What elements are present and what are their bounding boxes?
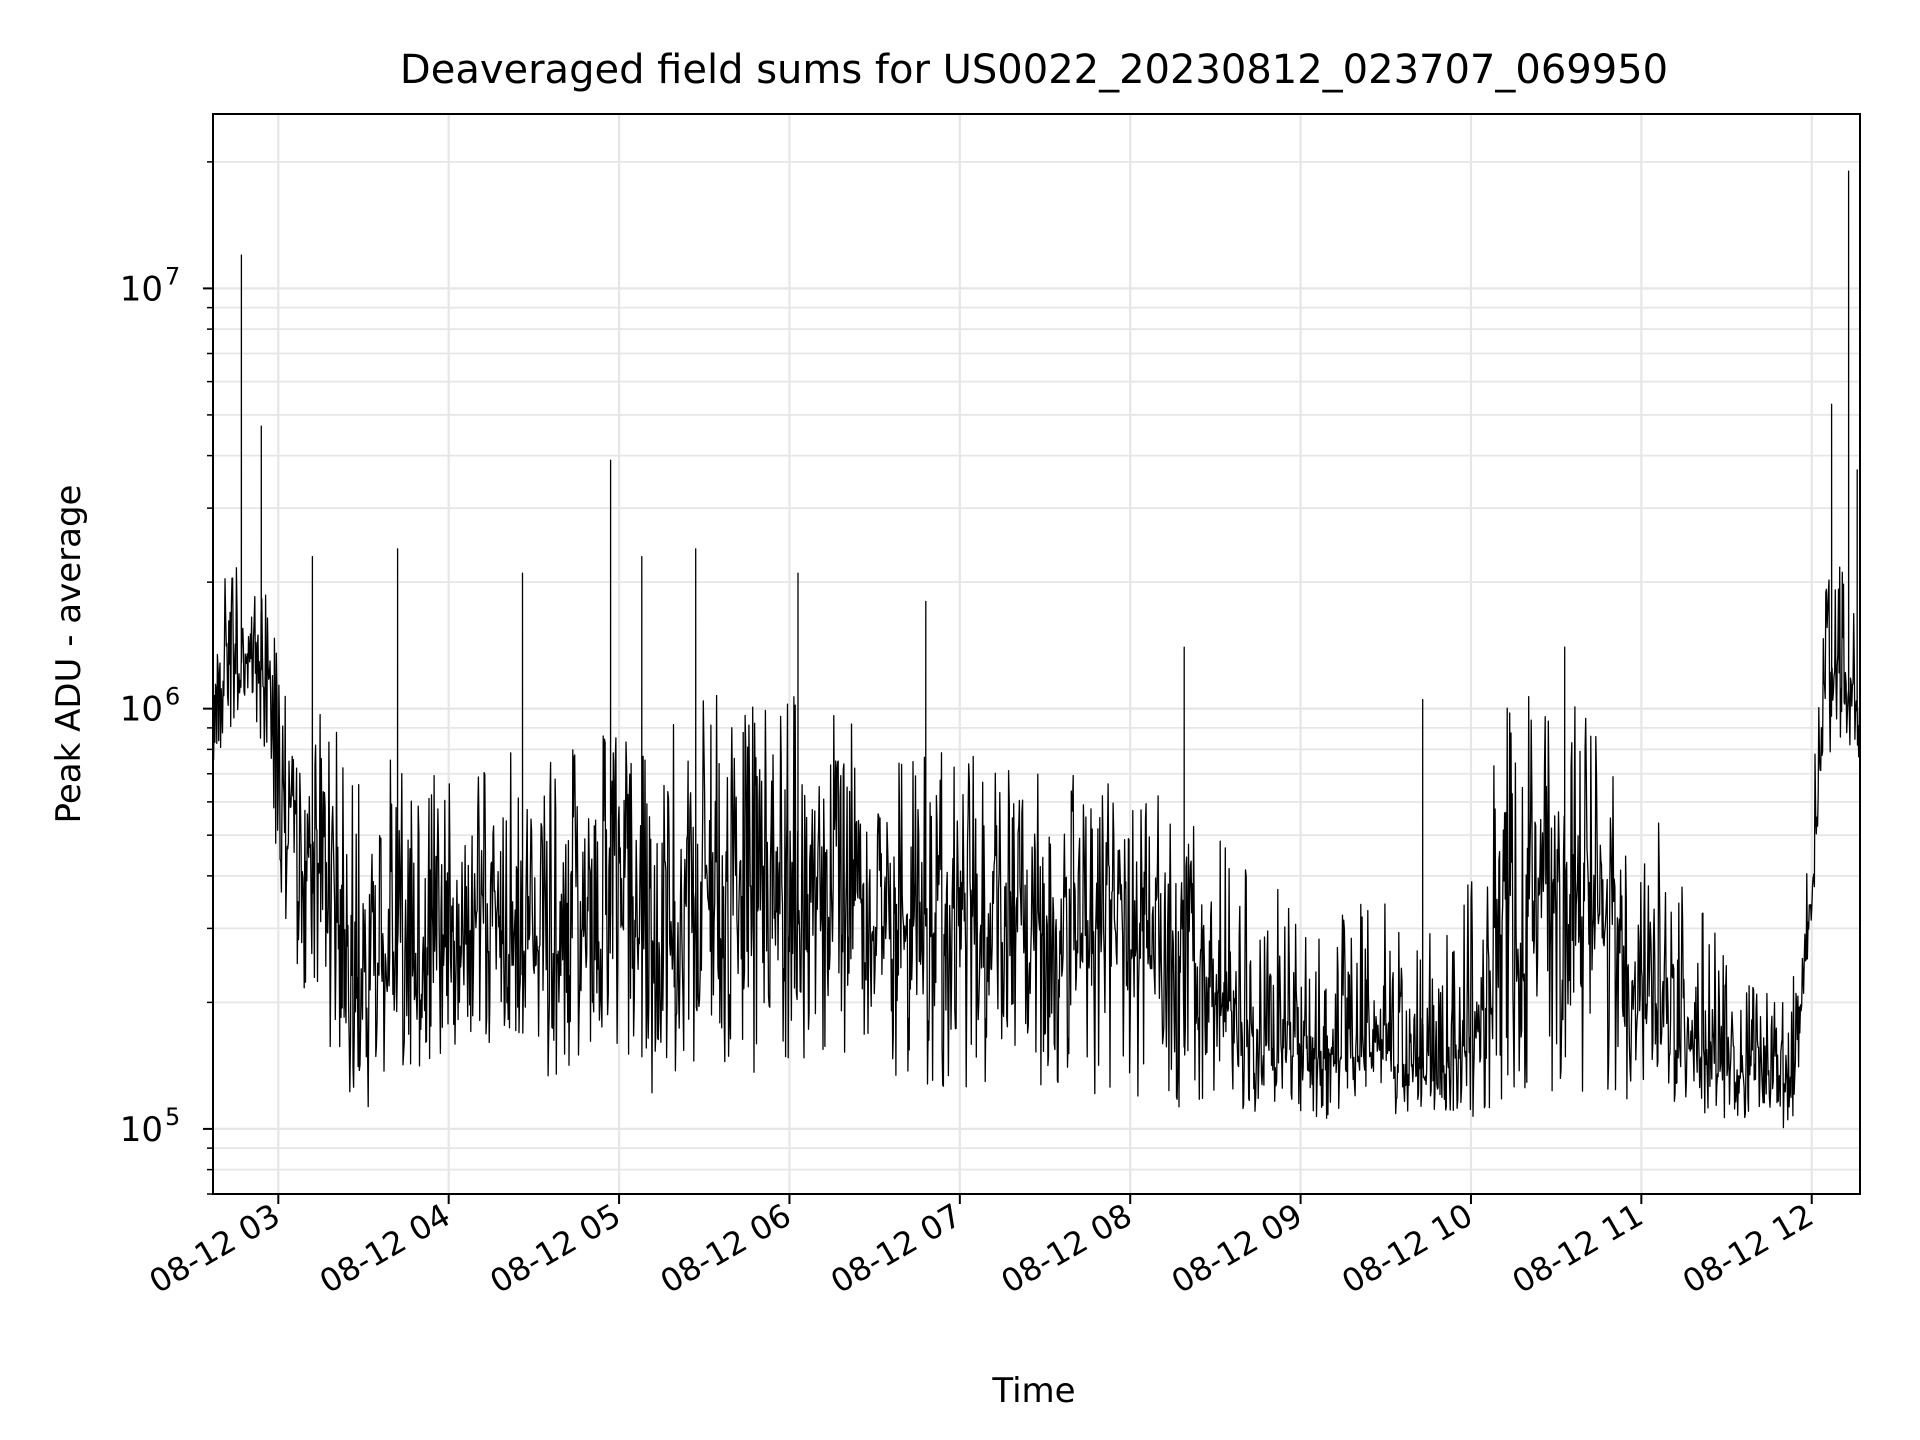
y-tick-label: 10 6 [120,683,181,730]
y-axis-label: Peak ADU - average [49,485,89,824]
y-tick-label-exponent: 7 [165,262,180,290]
y-tick-label-base: 10 [120,690,163,730]
y-tick-label-base: 10 [120,269,163,309]
y-tick-label-exponent: 5 [165,1103,180,1131]
y-tick-label-exponent: 6 [165,683,180,711]
chart-title: Deaveraged field sums for US0022_2023081… [400,47,1668,93]
axis-ticks [203,161,1813,1204]
y-tick-label: 10 7 [120,262,181,309]
series-path [212,170,1861,1129]
y-tick-label-base: 10 [120,1110,163,1150]
series-line [212,170,1861,1129]
x-axis-label: Time [991,1371,1075,1411]
plot-frame [212,113,1861,1195]
y-tick-label: 10 5 [120,1103,181,1150]
